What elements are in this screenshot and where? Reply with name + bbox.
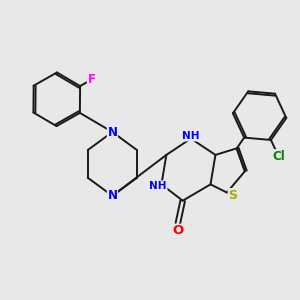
Text: Cl: Cl [272,150,285,163]
Text: N: N [107,125,117,139]
Text: S: S [228,189,237,202]
Text: NH: NH [182,131,200,141]
Text: F: F [88,73,95,86]
Text: O: O [172,224,183,237]
Text: N: N [107,189,117,202]
Text: NH: NH [149,181,167,191]
